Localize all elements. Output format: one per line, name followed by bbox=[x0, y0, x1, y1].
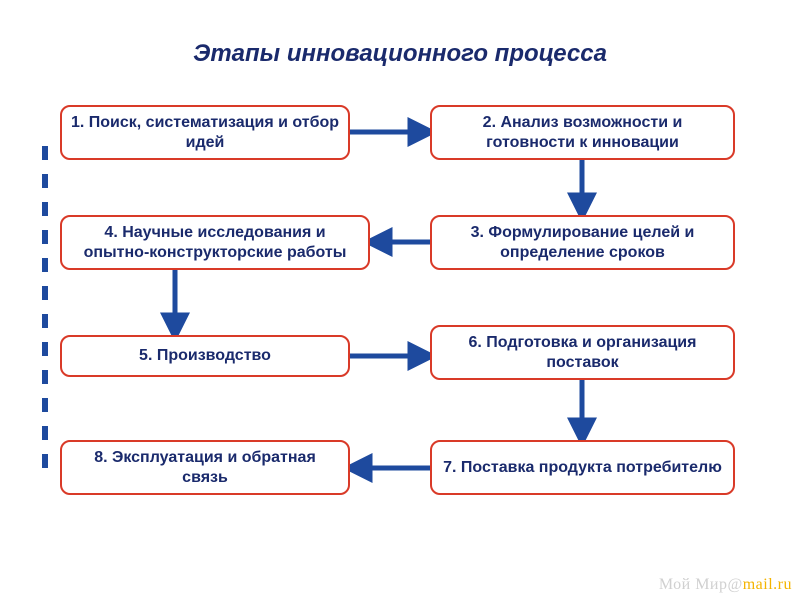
flow-node-n3: 3. Формулирование целей и определение ср… bbox=[430, 215, 735, 270]
diagram-title: Этапы инновационного процесса bbox=[0, 40, 800, 68]
flow-node-n1: 1. Поиск, систематизация и отбор идей bbox=[60, 105, 350, 160]
watermark: Мой Мир@mail.ru bbox=[659, 576, 792, 594]
watermark-accent: mail.ru bbox=[743, 576, 792, 593]
flow-node-n2: 2. Анализ возможности и готовности к инн… bbox=[430, 105, 735, 160]
flow-node-n4: 4. Научные исследования и опытно-констру… bbox=[60, 215, 370, 270]
flow-node-n7: 7. Поставка продукта потребителю bbox=[430, 440, 735, 495]
edges-layer bbox=[0, 0, 800, 600]
flow-node-n5: 5. Производство bbox=[60, 335, 350, 377]
flow-node-n6: 6. Подготовка и организация поставок bbox=[430, 325, 735, 380]
watermark-text: Мой Мир@ bbox=[659, 576, 743, 593]
flow-node-n8: 8. Эксплуатация и обратная связь bbox=[60, 440, 350, 495]
